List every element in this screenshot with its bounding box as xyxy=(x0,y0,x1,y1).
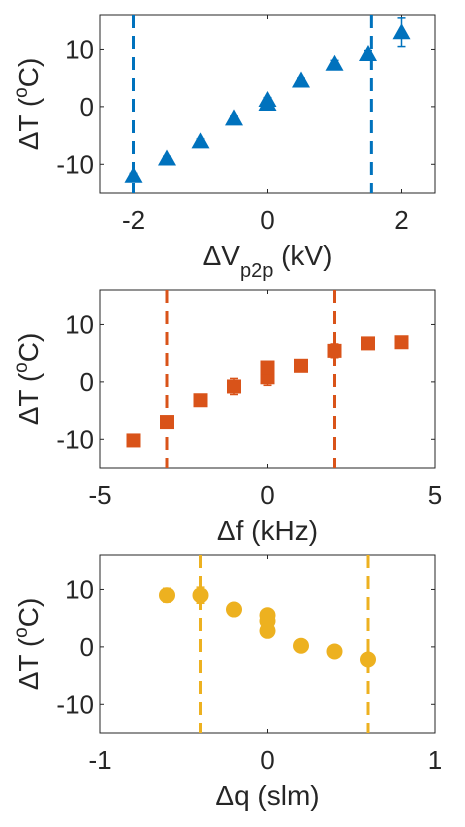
y-axis-label-sup: o xyxy=(11,362,32,373)
chart-panel-1: -2 0 2 -10 0 10 ΔVp2p (kV) ΔT (oC) xyxy=(11,14,436,282)
plot-area xyxy=(99,554,436,734)
x-axis-label: Δq (slm) xyxy=(215,780,319,811)
chart-panel-2: -5 0 5 -10 0 10 Δf (kHz) ΔT (oC) xyxy=(11,289,442,546)
data-point xyxy=(258,90,277,107)
y-axis-label-unit: C) xyxy=(13,333,44,363)
x-tick-label: 5 xyxy=(428,480,442,510)
y-axis-label: ΔT (oC) xyxy=(11,598,44,691)
x-tick-label: 0 xyxy=(260,480,274,510)
data-point xyxy=(359,45,377,62)
data-point xyxy=(259,607,276,624)
data-point xyxy=(360,651,376,668)
y-axis-label-unit: C) xyxy=(13,598,44,628)
y-axis-label-unit: C) xyxy=(13,58,44,88)
data-point xyxy=(292,71,310,88)
y-axis-label-sup: o xyxy=(11,627,32,638)
y-axis-label-main: ΔT ( xyxy=(13,372,44,425)
data-point xyxy=(225,109,243,126)
x-axis-label-main: Δq (slm) xyxy=(215,780,319,811)
x-tick-label: -1 xyxy=(88,745,111,775)
y-tick-label: 10 xyxy=(65,34,94,64)
x-axis-label-unit: (kV) xyxy=(273,240,332,271)
data-point xyxy=(126,433,141,448)
x-axis-label-main: Δf (kHz) xyxy=(217,515,318,546)
y-axis-label: ΔT (oC) xyxy=(11,333,44,426)
x-axis-label-sub: p2p xyxy=(240,260,273,282)
y-tick-label: 0 xyxy=(80,632,94,662)
data-point xyxy=(191,132,210,149)
data-point xyxy=(293,637,309,654)
data-point xyxy=(192,587,209,604)
data-point xyxy=(294,358,308,373)
x-tick-label: 0 xyxy=(260,745,274,775)
y-axis-label-main: ΔT ( xyxy=(13,97,44,150)
x-axis-label: ΔVp2p (kV) xyxy=(203,240,333,282)
data-point xyxy=(158,149,176,166)
y-axis-label-main: ΔT ( xyxy=(13,637,44,690)
data-point xyxy=(392,23,411,40)
x-tick-label: -2 xyxy=(122,205,145,235)
y-axis-label-sup: o xyxy=(11,87,32,98)
data-point xyxy=(226,601,242,618)
y-tick-label: 0 xyxy=(80,367,94,397)
data-point xyxy=(260,360,275,375)
data-point xyxy=(160,415,174,430)
x-tick-label: 0 xyxy=(260,205,274,235)
y-tick-label: 0 xyxy=(80,92,94,122)
data-point xyxy=(327,343,342,358)
data-point xyxy=(361,336,375,351)
data-point xyxy=(394,335,409,350)
y-axis-label: ΔT (oC) xyxy=(11,58,44,151)
data-point xyxy=(326,643,343,660)
y-tick-label: -10 xyxy=(56,149,94,179)
data-point xyxy=(325,54,344,71)
x-axis-label-main: ΔV xyxy=(203,240,241,271)
data-point xyxy=(193,393,208,408)
y-tick-label: -10 xyxy=(56,424,94,454)
data-point xyxy=(124,166,143,183)
x-axis-label: Δf (kHz) xyxy=(217,515,318,546)
x-tick-label: -5 xyxy=(88,480,111,510)
y-tick-label: 10 xyxy=(65,309,94,339)
y-tick-label: -10 xyxy=(56,689,94,719)
data-point xyxy=(227,379,241,394)
x-tick-label: 2 xyxy=(394,205,408,235)
data-point xyxy=(159,587,175,604)
x-tick-label: 1 xyxy=(428,745,442,775)
y-tick-label: 10 xyxy=(65,574,94,604)
